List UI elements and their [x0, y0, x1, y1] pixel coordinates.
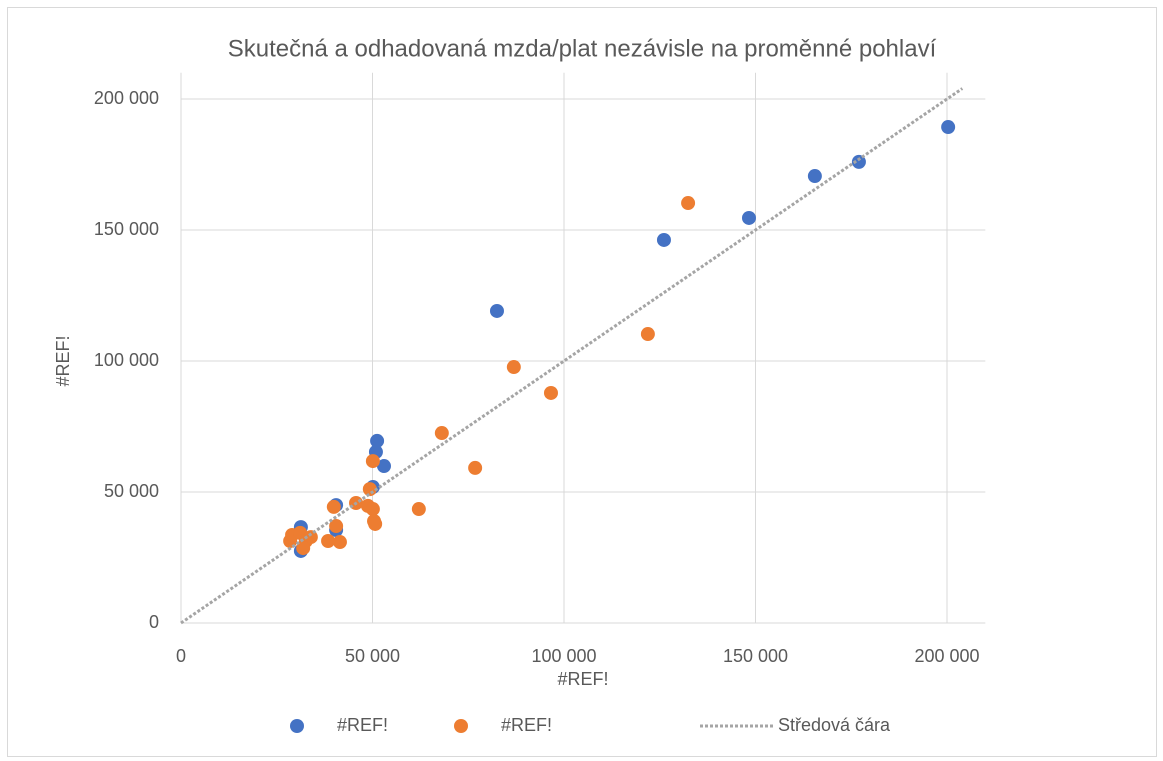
- point: [329, 519, 344, 534]
- y-tick-label: 150 000: [94, 219, 159, 239]
- x-axis-title: #REF!: [557, 669, 608, 689]
- point: [321, 533, 336, 548]
- point: [326, 499, 341, 514]
- y-tick-label: 0: [149, 612, 159, 632]
- point: [370, 433, 385, 448]
- y-tick-label: 50 000: [104, 481, 159, 501]
- x-tick-label: 200 000: [914, 646, 979, 666]
- legend-label: Středová čára: [778, 715, 891, 735]
- legend-swatch: [454, 719, 468, 733]
- point: [741, 210, 756, 225]
- y-tick-label: 200 000: [94, 88, 159, 108]
- point: [506, 360, 521, 375]
- legend-label: #REF!: [501, 715, 552, 735]
- point: [681, 196, 696, 211]
- y-axis-title: #REF!: [53, 335, 73, 386]
- point: [368, 516, 383, 531]
- x-tick-label: 150 000: [723, 646, 788, 666]
- point: [365, 502, 380, 517]
- point: [376, 459, 391, 474]
- point: [468, 460, 483, 475]
- point: [332, 535, 347, 550]
- point: [807, 169, 822, 184]
- point: [296, 541, 311, 556]
- legend-label: #REF!: [337, 715, 388, 735]
- center-line: [180, 87, 964, 625]
- point: [640, 327, 655, 342]
- point: [411, 502, 426, 517]
- x-tick-label: 50 000: [345, 646, 400, 666]
- point: [434, 426, 449, 441]
- point: [656, 232, 671, 247]
- y-tick-label: 100 000: [94, 350, 159, 370]
- x-tick-label: 100 000: [531, 646, 596, 666]
- legend-swatch: [290, 719, 304, 733]
- point: [851, 154, 866, 169]
- point: [543, 385, 558, 400]
- point: [489, 303, 504, 318]
- chart-title: Skutečná a odhadovaná mzda/plat nezávisl…: [228, 35, 937, 62]
- x-tick-label: 0: [176, 646, 186, 666]
- chart-border: [7, 7, 1157, 757]
- point: [365, 454, 380, 469]
- point: [941, 120, 956, 135]
